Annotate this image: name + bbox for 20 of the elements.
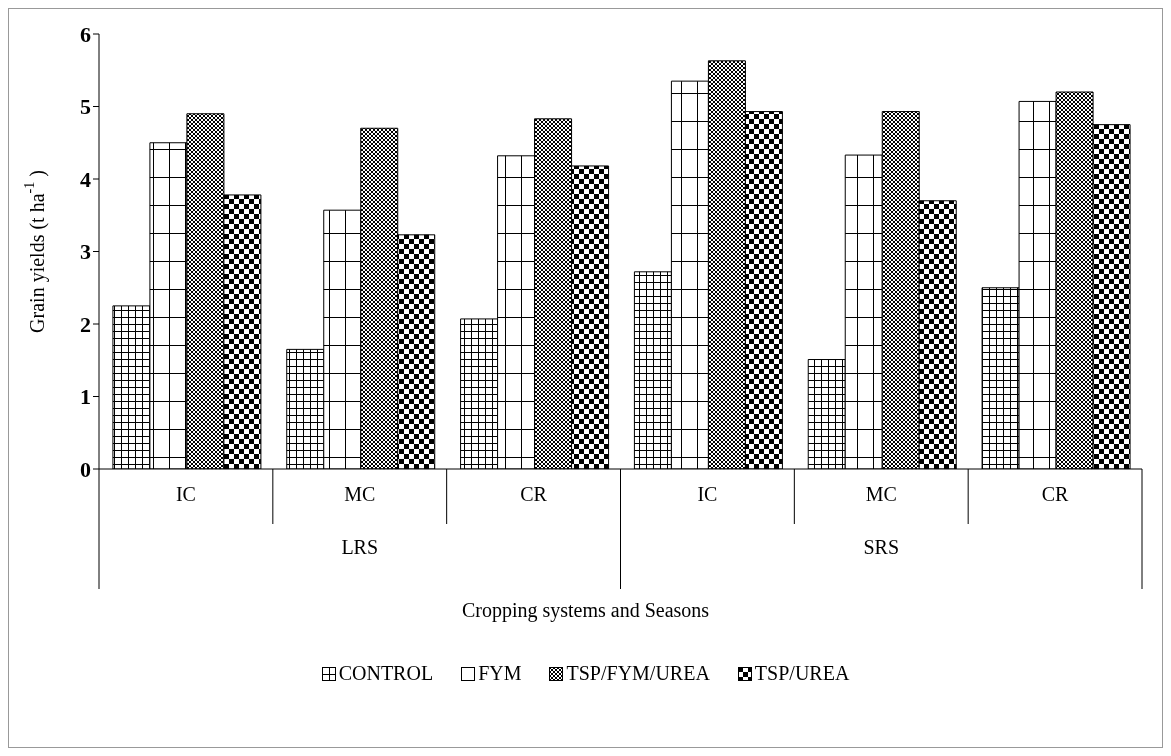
x-tick-label: IC [175,483,196,506]
x-tick-label: CR [1041,483,1070,506]
legend-label: TSP/UREA [754,662,850,685]
legend-label: FYM [478,662,522,685]
text: LRS [341,536,379,558]
y-tick-label: 2 [80,311,91,337]
y-tick-label: 3 [80,239,91,265]
y-tick-label: 4 [80,166,91,192]
x-tick-label: MC [344,483,376,506]
x-axis-title: Cropping systems and Seasons [460,599,711,622]
y-tick-label: 0 [80,456,91,482]
y-tick-label: 1 [80,384,91,410]
legend-label: TSP/FYM/UREA [566,662,710,685]
y-tick-label: 5 [80,94,91,120]
text: SRS [863,536,900,558]
x-tick-label: IC [697,483,718,506]
x-tick-label: MC [865,483,897,506]
y-tick-label: 6 [80,21,91,47]
legend-label: CONTROL [338,662,434,685]
x-tick-label: CR [520,483,548,506]
